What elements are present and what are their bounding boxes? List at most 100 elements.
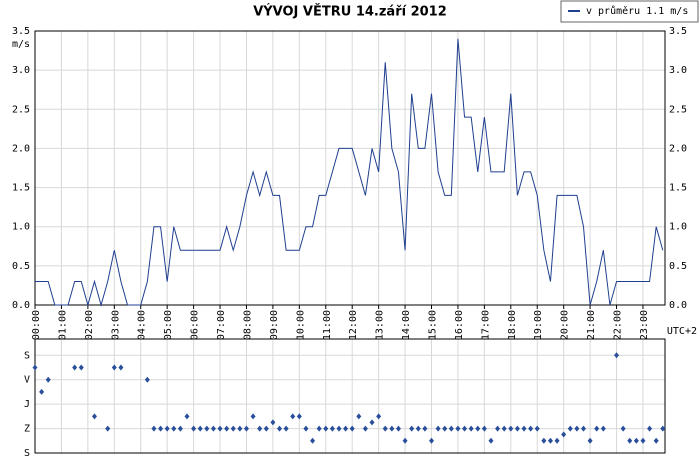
y-tick-label: 3.5 — [12, 26, 30, 37]
direction-point — [442, 425, 448, 432]
y-tick-label: 2.5 — [12, 104, 30, 115]
direction-point — [660, 425, 666, 432]
direction-point — [270, 419, 276, 426]
direction-point — [197, 425, 203, 432]
x-tick-label: 18:00 — [507, 310, 518, 340]
direction-point — [567, 425, 573, 432]
x-tick-label: 11:00 — [322, 310, 333, 340]
direction-point — [561, 431, 567, 438]
x-tick-label: 20:00 — [560, 310, 571, 340]
direction-point — [633, 437, 639, 444]
x-tick-label: 05:00 — [163, 310, 174, 340]
direction-point — [640, 437, 646, 444]
direction-point — [303, 425, 309, 432]
direction-point — [329, 425, 335, 432]
direction-point — [171, 425, 177, 432]
direction-point — [376, 413, 382, 420]
direction-point — [45, 376, 51, 383]
y-tick-label: S — [24, 350, 30, 361]
direction-point — [32, 364, 38, 371]
direction-point — [118, 364, 124, 371]
direction-point — [389, 425, 395, 432]
direction-point — [217, 425, 223, 432]
y-tick-label-right: 0.5 — [669, 261, 687, 272]
direction-point — [164, 425, 170, 432]
direction-point — [78, 364, 84, 371]
direction-point — [369, 419, 375, 426]
direction-point — [257, 425, 263, 432]
y-tick-label-right: 2.0 — [669, 143, 687, 154]
plot-frame — [34, 30, 666, 306]
direction-point — [277, 425, 283, 432]
direction-point — [39, 388, 45, 395]
direction-point — [455, 425, 461, 432]
y-tick-label: 0.0 — [12, 300, 30, 311]
direction-point — [620, 425, 626, 432]
direction-point — [521, 425, 527, 432]
legend-box — [560, 0, 699, 23]
direction-point — [508, 425, 514, 432]
x-tick-label: 16:00 — [454, 310, 465, 340]
direction-point — [528, 425, 534, 432]
direction-point — [541, 437, 547, 444]
direction-point — [501, 425, 507, 432]
y-tick-label: S — [24, 448, 30, 459]
direction-point — [627, 437, 633, 444]
y-tick-label: J — [24, 399, 30, 410]
x-tick-label: 22:00 — [613, 310, 624, 340]
direction-point — [72, 364, 78, 371]
x-tick-label: 02:00 — [84, 310, 95, 340]
direction-point — [296, 413, 302, 420]
direction-point — [409, 425, 415, 432]
direction-point — [224, 425, 230, 432]
direction-point — [243, 425, 249, 432]
direction-point — [290, 413, 296, 420]
x-tick-label: 03:00 — [110, 310, 121, 340]
y-tick-label-right: 0.0 — [669, 300, 687, 311]
direction-point — [468, 425, 474, 432]
x-tick-label: 07:00 — [216, 310, 227, 340]
direction-point — [614, 352, 620, 359]
x-tick-label: 21:00 — [586, 310, 597, 340]
direction-point — [310, 437, 316, 444]
direction-point — [475, 425, 481, 432]
x-tick-label: 08:00 — [242, 310, 253, 340]
direction-point — [349, 425, 355, 432]
direction-point — [237, 425, 243, 432]
direction-point — [151, 425, 157, 432]
direction-point — [435, 425, 441, 432]
direction-point — [462, 425, 468, 432]
direction-point — [574, 425, 580, 432]
direction-point — [587, 437, 593, 444]
y-tick-label: 2.0 — [12, 143, 30, 154]
direction-point — [316, 425, 322, 432]
direction-point — [283, 425, 289, 432]
direction-point — [91, 413, 97, 420]
chart-title: VÝVOJ VĚTRU 14.září 2012 — [253, 4, 447, 20]
direction-point — [415, 425, 421, 432]
direction-point — [204, 425, 210, 432]
direction-point — [362, 425, 368, 432]
x-tick-label: 23:00 — [639, 310, 650, 340]
direction-point — [481, 425, 487, 432]
x-tick-label: 12:00 — [348, 310, 359, 340]
direction-point — [495, 425, 501, 432]
direction-point — [191, 425, 197, 432]
direction-point — [402, 437, 408, 444]
y-tick-label-right: 2.5 — [669, 104, 687, 115]
y-tick-label: 0.5 — [12, 261, 30, 272]
direction-point — [184, 413, 190, 420]
direction-point — [594, 425, 600, 432]
x-tick-label: 01:00 — [57, 310, 68, 340]
x-tick-label: 04:00 — [137, 310, 148, 340]
y-tick-label: V — [24, 375, 30, 386]
y-tick-label: 1.0 — [12, 222, 30, 233]
direction-point — [356, 413, 362, 420]
y-tick-label-right: 1.5 — [669, 183, 687, 194]
direction-point — [230, 425, 236, 432]
direction-point — [429, 437, 435, 444]
direction-point — [210, 425, 216, 432]
direction-point — [343, 425, 349, 432]
legend-label: v průměru 1.1 m/s — [586, 5, 688, 17]
x-tick-label: 06:00 — [190, 310, 201, 340]
